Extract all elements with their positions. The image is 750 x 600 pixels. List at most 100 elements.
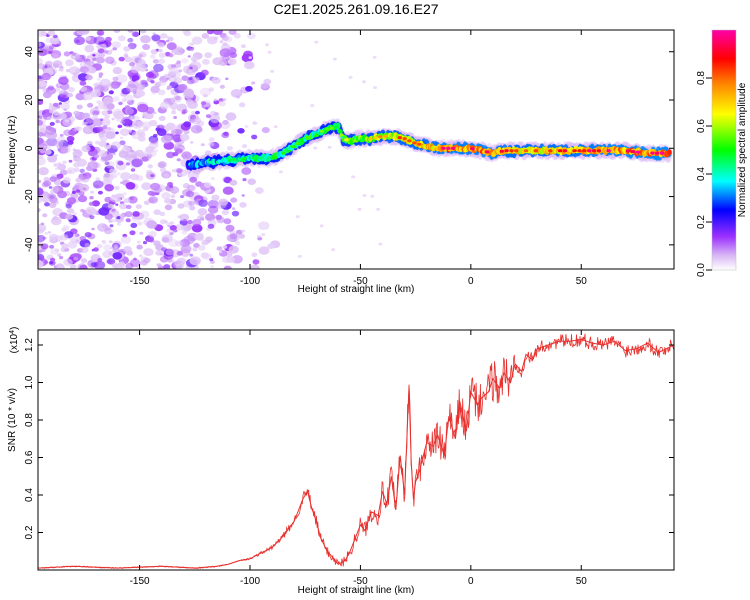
noise-speckle [112,246,120,253]
noise-speckle [138,53,144,58]
noise-speckle [148,238,155,243]
noise-speckle [124,56,132,63]
noise-speckle [49,233,58,241]
noise-speckle [213,98,218,102]
y-tick-label: -40 [24,237,35,252]
y-tick-label: 1.0 [24,375,35,389]
noise-speckle [97,244,103,249]
noise-speckle [44,202,50,207]
noise-speckle [136,244,143,250]
noise-speckle [143,257,151,264]
noise-speckle [205,107,209,110]
noise-speckle [49,45,55,50]
noise-speckle [189,253,194,257]
ridge-peak [339,133,344,137]
ridge-peak [227,158,232,162]
noise-speckle [153,186,162,194]
ridge-peak [587,149,592,153]
noise-speckle [129,116,135,121]
ridge-peak [625,149,631,153]
noise-speckle [183,88,194,97]
noise-speckle [189,205,196,211]
colorbar-tick-label: 0.2 [696,215,707,229]
noise-speckle [38,132,44,137]
noise-speckle [133,257,137,261]
noise-speckle [140,30,147,34]
snr-line-detail [38,333,674,569]
noise-speckle [94,106,99,109]
noise-speckle [85,74,93,81]
noise-speckle [297,254,302,258]
noise-speckle [158,80,167,86]
noise-speckle [107,203,114,209]
noise-speckle [105,131,116,140]
y-tick-label: 0.6 [24,450,35,464]
noise-speckle [150,54,156,59]
noise-speckle [87,102,94,108]
noise-speckle [169,186,180,194]
noise-speckle [241,229,246,233]
noise-speckle [98,133,105,138]
noise-speckle [123,46,131,52]
noise-speckle [241,144,248,149]
noise-speckle [216,201,227,210]
noise-speckle [123,246,132,253]
noise-speckle [210,121,222,130]
noise-speckle [111,141,122,150]
ridge-peak [251,156,257,160]
noise-speckle [79,80,87,86]
noise-speckle [42,213,48,218]
noise-speckle [245,85,253,92]
noise-speckle [173,116,178,119]
noise-speckle [38,260,44,268]
colorbar-label: Normalized spectral amplitude [737,82,748,217]
noise-speckle [112,66,123,75]
noise-speckle [185,99,194,105]
noise-speckle [81,145,91,153]
noise-speckle [310,104,315,107]
noise-speckle [68,129,76,136]
noise-speckle [177,203,185,209]
noise-speckle [194,77,200,82]
noise-speckle [249,264,260,269]
noise-speckle [142,43,151,51]
noise-speckle [252,121,258,125]
noise-speckle [153,209,161,216]
noise-speckle [166,222,171,227]
noise-speckle [116,172,121,176]
ridge-peak [305,136,310,140]
noise-speckle [101,110,109,116]
snr-panel: -150 -100 -50 0 50 0.2 0.4 0.6 0.8 1.0 1.2 Height… [7,327,675,596]
noise-speckle [48,30,55,35]
noise-speckle [203,182,212,189]
noise-speckle [42,140,50,147]
noise-speckle [61,243,69,249]
noise-speckle [229,52,237,59]
noise-speckle [197,215,205,221]
noise-speckle [40,31,48,37]
noise-speckle [233,33,241,39]
noise-speckle [69,264,77,269]
noise-speckle [226,146,233,151]
noise-speckle [56,176,62,180]
noise-speckle [213,112,219,116]
noise-speckle [91,227,95,231]
noise-speckle [160,33,168,39]
noise-speckle [331,248,336,252]
noise-speckle [106,109,113,115]
noise-speckle [210,177,215,181]
x-tick-label: -150 [130,576,150,587]
ridge-peak [514,149,519,153]
noise-speckle [171,64,177,69]
noise-speckle [78,195,88,203]
ridge-peak [591,149,597,153]
noise-speckle [147,164,153,169]
noise-speckle [92,57,97,62]
noise-speckle [205,114,212,119]
noise-speckle [97,190,103,195]
ridge-peak [548,149,553,153]
noise-speckle [204,150,212,156]
noise-speckle [157,264,163,269]
noise-speckle [95,177,101,181]
ridge-peak [650,151,655,155]
